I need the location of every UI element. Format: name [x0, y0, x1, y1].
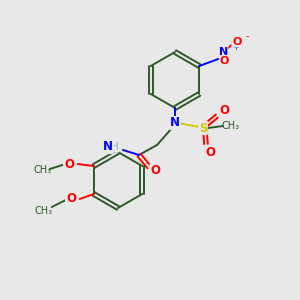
Text: O: O [65, 158, 75, 170]
Text: N: N [103, 140, 113, 154]
Text: O: O [150, 164, 160, 178]
Text: CH₃: CH₃ [34, 165, 52, 175]
Text: CH₃: CH₃ [222, 121, 240, 131]
Text: H: H [111, 142, 119, 152]
Text: O: O [205, 146, 215, 160]
Text: N: N [219, 47, 228, 57]
Text: N: N [170, 116, 180, 130]
Text: O: O [232, 37, 242, 47]
Text: S: S [199, 122, 207, 134]
Text: CH₃: CH₃ [35, 206, 53, 216]
Text: O: O [220, 56, 229, 66]
Text: O: O [67, 193, 77, 206]
Text: O: O [65, 158, 75, 170]
Text: -: - [245, 31, 249, 41]
Text: O: O [219, 104, 229, 118]
Text: O: O [67, 193, 77, 206]
Text: +: + [232, 43, 239, 52]
